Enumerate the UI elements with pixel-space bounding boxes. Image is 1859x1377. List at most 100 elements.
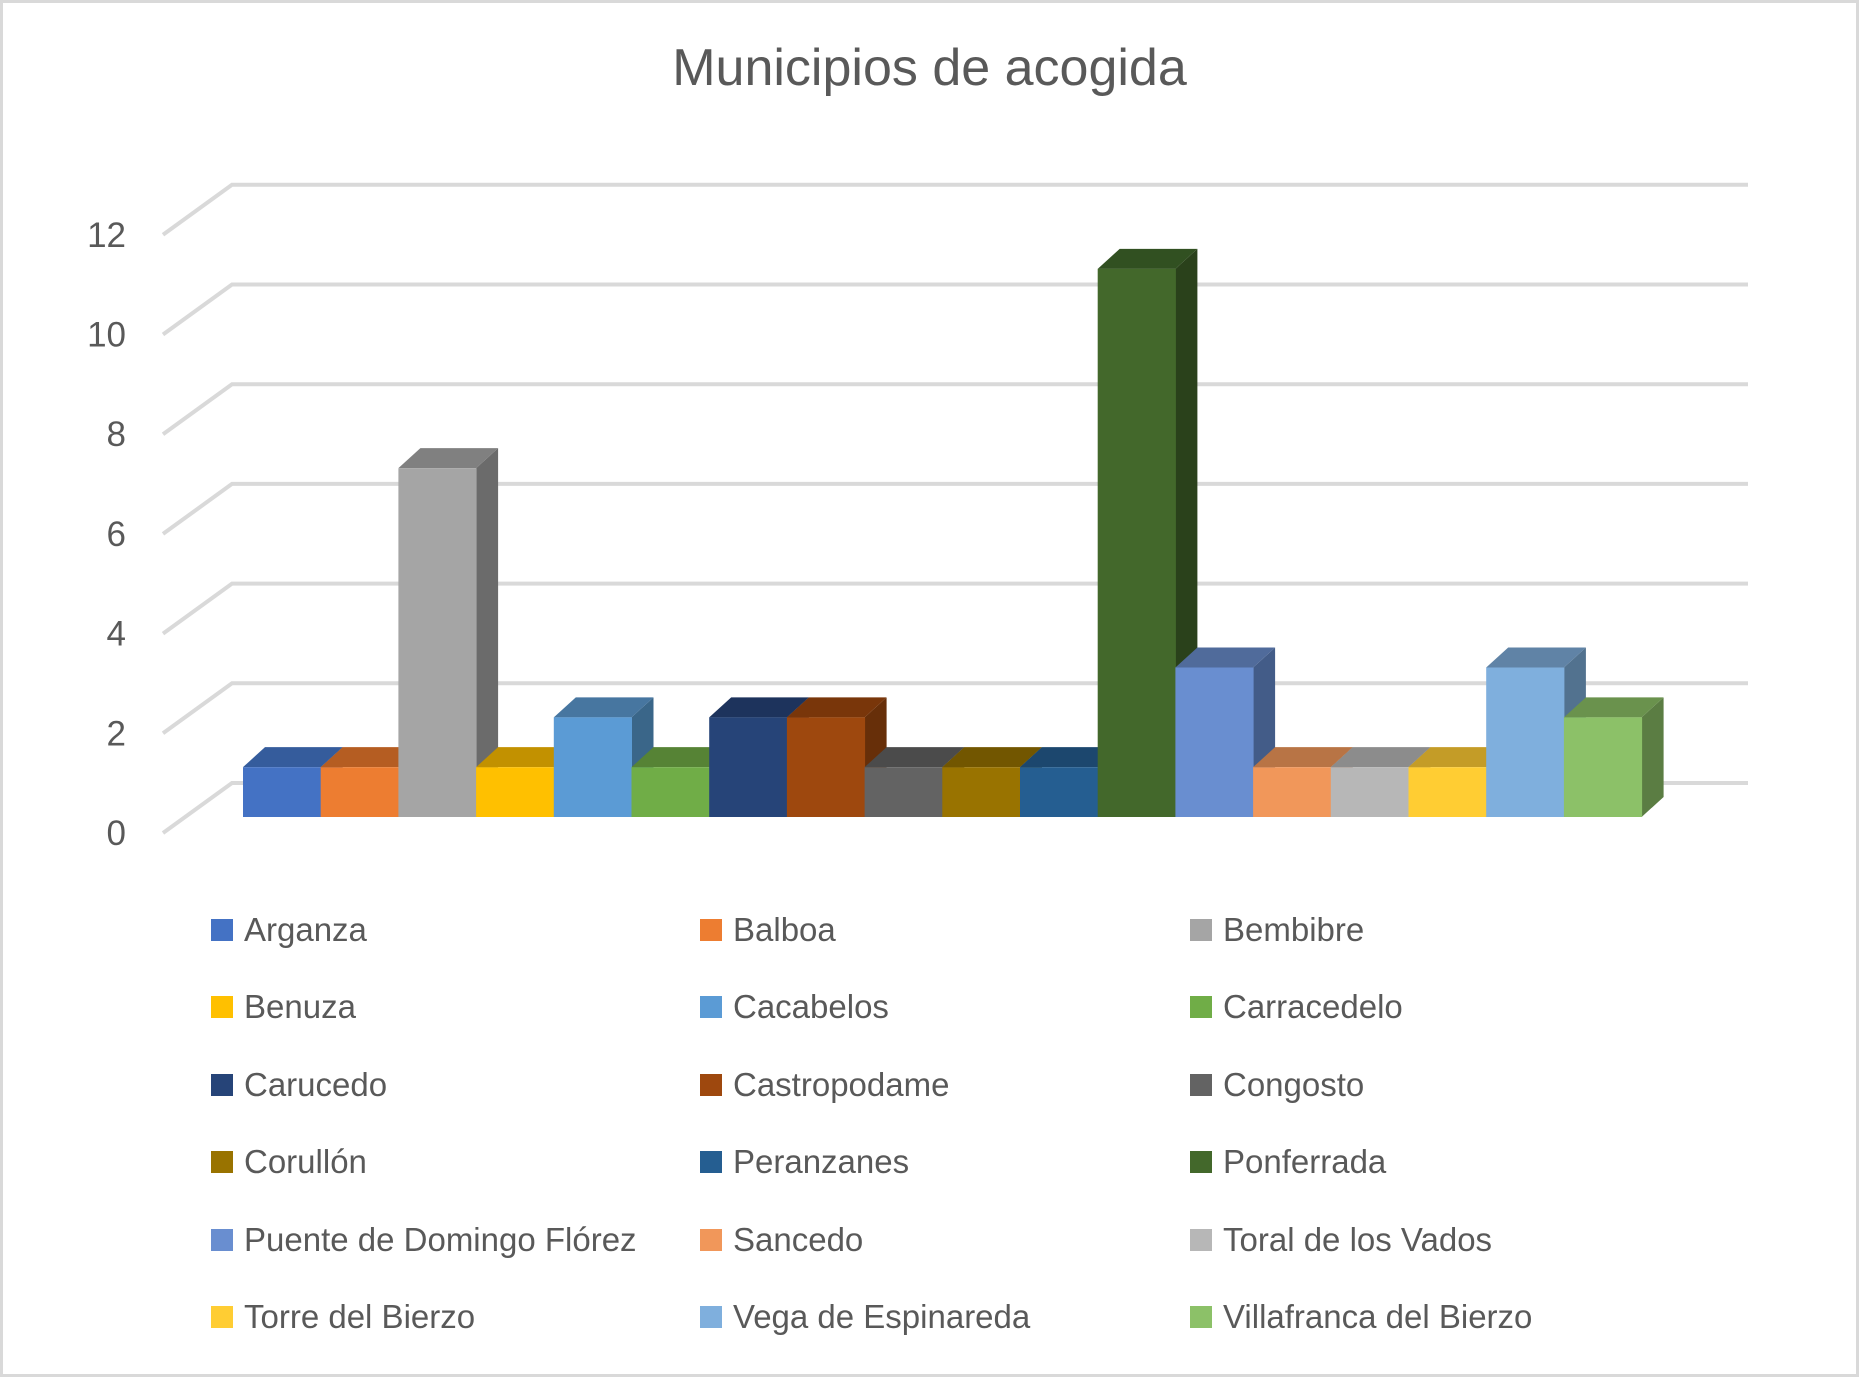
bar-front: [243, 767, 322, 817]
bar-front: [709, 717, 788, 817]
gridline: [161, 481, 1748, 536]
bar-top: [1253, 747, 1353, 768]
legend-item: Congosto: [1190, 1061, 1690, 1109]
bar-front: [1253, 767, 1332, 817]
legend-item: Cacabelos: [700, 983, 1190, 1031]
bar-front: [320, 767, 399, 817]
bar-top: [709, 697, 809, 718]
legend-label: Torre del Bierzo: [244, 1297, 476, 1335]
bar-top: [1563, 697, 1664, 718]
legend-swatch-icon: [1190, 1073, 1212, 1096]
gridline: [161, 282, 1748, 337]
legend-swatch-icon: [211, 1305, 233, 1328]
gridline: [161, 182, 1748, 237]
y-tick-label: 6: [107, 515, 126, 554]
legend-swatch-icon: [211, 1151, 233, 1174]
y-tick-label: 10: [87, 316, 126, 355]
y-tick-label: 4: [107, 615, 126, 654]
legend-item: Bembibre: [1190, 906, 1690, 954]
bar-front: [1097, 268, 1176, 817]
legend-label: Cacabelos: [733, 988, 889, 1026]
chart-title: Municipios de acogida: [672, 39, 1187, 97]
bar-side: [1641, 697, 1664, 817]
legend-swatch-icon: [700, 1151, 722, 1174]
legend-item: Castropodame: [700, 1061, 1190, 1109]
legend-swatch-icon: [700, 996, 722, 1019]
legend-swatch-icon: [700, 919, 722, 941]
bar-top: [1486, 647, 1586, 668]
bar-top: [553, 697, 654, 718]
bar-top: [1330, 747, 1431, 768]
y-tick-label: 12: [87, 216, 126, 255]
legend-swatch-icon: [211, 919, 233, 941]
legend-item: Toral de los Vados: [1190, 1216, 1690, 1264]
bar-top: [1097, 248, 1198, 269]
bar-top: [476, 747, 576, 768]
bar-side: [476, 448, 499, 817]
legend-label: Corullón: [244, 1143, 367, 1181]
bars: [243, 248, 1664, 818]
bar-top: [786, 697, 887, 718]
bar-top: [1408, 747, 1509, 768]
legend-swatch-icon: [1190, 1228, 1212, 1251]
legend-item: Ponferrada: [1190, 1138, 1690, 1186]
legend: Arganza Balboa Bembibre Benuza Cacabelos Carr…: [211, 906, 1711, 1370]
gridline: [161, 382, 1748, 436]
bar-front: [1020, 767, 1099, 817]
bar-front: [631, 767, 710, 817]
legend-label: Carucedo: [244, 1065, 388, 1103]
plot-area: 0 2 4 6 8 10 12: [87, 182, 1748, 853]
legend-item: Carracedelo: [1190, 983, 1690, 1031]
legend-swatch-icon: [700, 1305, 722, 1328]
gridline: [161, 581, 1748, 636]
legend-item: Benuza: [211, 983, 700, 1031]
legend-label: Castropodame: [733, 1065, 950, 1103]
bar-front: [1330, 767, 1409, 817]
bar-top: [1020, 747, 1120, 768]
bar-front: [553, 717, 632, 817]
gridlines: [161, 182, 1748, 835]
legend-label: Sancedo: [733, 1220, 864, 1258]
bar-top: [320, 747, 421, 768]
bar-top: [864, 747, 965, 768]
legend-label: Congosto: [1223, 1065, 1365, 1103]
bar-top: [1175, 647, 1276, 668]
bar-top: [942, 747, 1042, 768]
legend-item: Vega de Espinareda: [700, 1293, 1190, 1341]
legend-item: Corullón: [211, 1138, 700, 1186]
legend-label: Peranzanes: [733, 1143, 910, 1181]
bar-ponferrada: [1097, 248, 1198, 818]
legend-swatch-icon: [700, 1073, 722, 1096]
y-tick-label: 2: [107, 714, 126, 753]
bar-top: [243, 747, 343, 768]
bar-top: [631, 747, 732, 768]
legend-item: Arganza: [211, 906, 700, 954]
y-tick-label: 8: [107, 415, 126, 454]
legend-swatch-icon: [1190, 1305, 1212, 1328]
legend-label: Villafranca del Bierzo: [1223, 1297, 1533, 1335]
legend-item: Torre del Bierzo: [211, 1293, 700, 1341]
bar-front: [864, 767, 943, 817]
bar-front: [1408, 767, 1487, 817]
legend-label: Ponferrada: [1223, 1143, 1387, 1181]
legend-swatch-icon: [1190, 1151, 1212, 1174]
legend-label: Toral de los Vados: [1223, 1220, 1493, 1258]
legend-label: Vega de Espinareda: [733, 1297, 1031, 1335]
bar-front: [1486, 667, 1565, 817]
legend-swatch-icon: [1190, 996, 1212, 1019]
bar-front: [476, 767, 555, 817]
bar-villafranca-del-bierzo: [1563, 697, 1664, 817]
legend-swatch-icon: [211, 996, 233, 1019]
legend-label: Balboa: [733, 911, 836, 948]
bar-front: [398, 468, 477, 817]
legend-item: Peranzanes: [700, 1138, 1190, 1186]
bar-front: [786, 717, 866, 817]
y-tick-label: 0: [107, 814, 126, 853]
legend-item: Villafranca del Bierzo: [1190, 1293, 1690, 1341]
legend-item: Carucedo: [211, 1061, 700, 1109]
legend-label: Carracedelo: [1223, 988, 1403, 1026]
legend-label: Bembibre: [1223, 911, 1365, 948]
legend-item: Puente de Domingo Flórez: [211, 1216, 700, 1264]
legend-swatch-icon: [700, 1228, 722, 1251]
legend-swatch-icon: [211, 1073, 233, 1096]
